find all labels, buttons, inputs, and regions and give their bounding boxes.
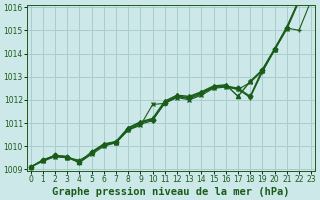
- X-axis label: Graphe pression niveau de la mer (hPa): Graphe pression niveau de la mer (hPa): [52, 186, 290, 197]
